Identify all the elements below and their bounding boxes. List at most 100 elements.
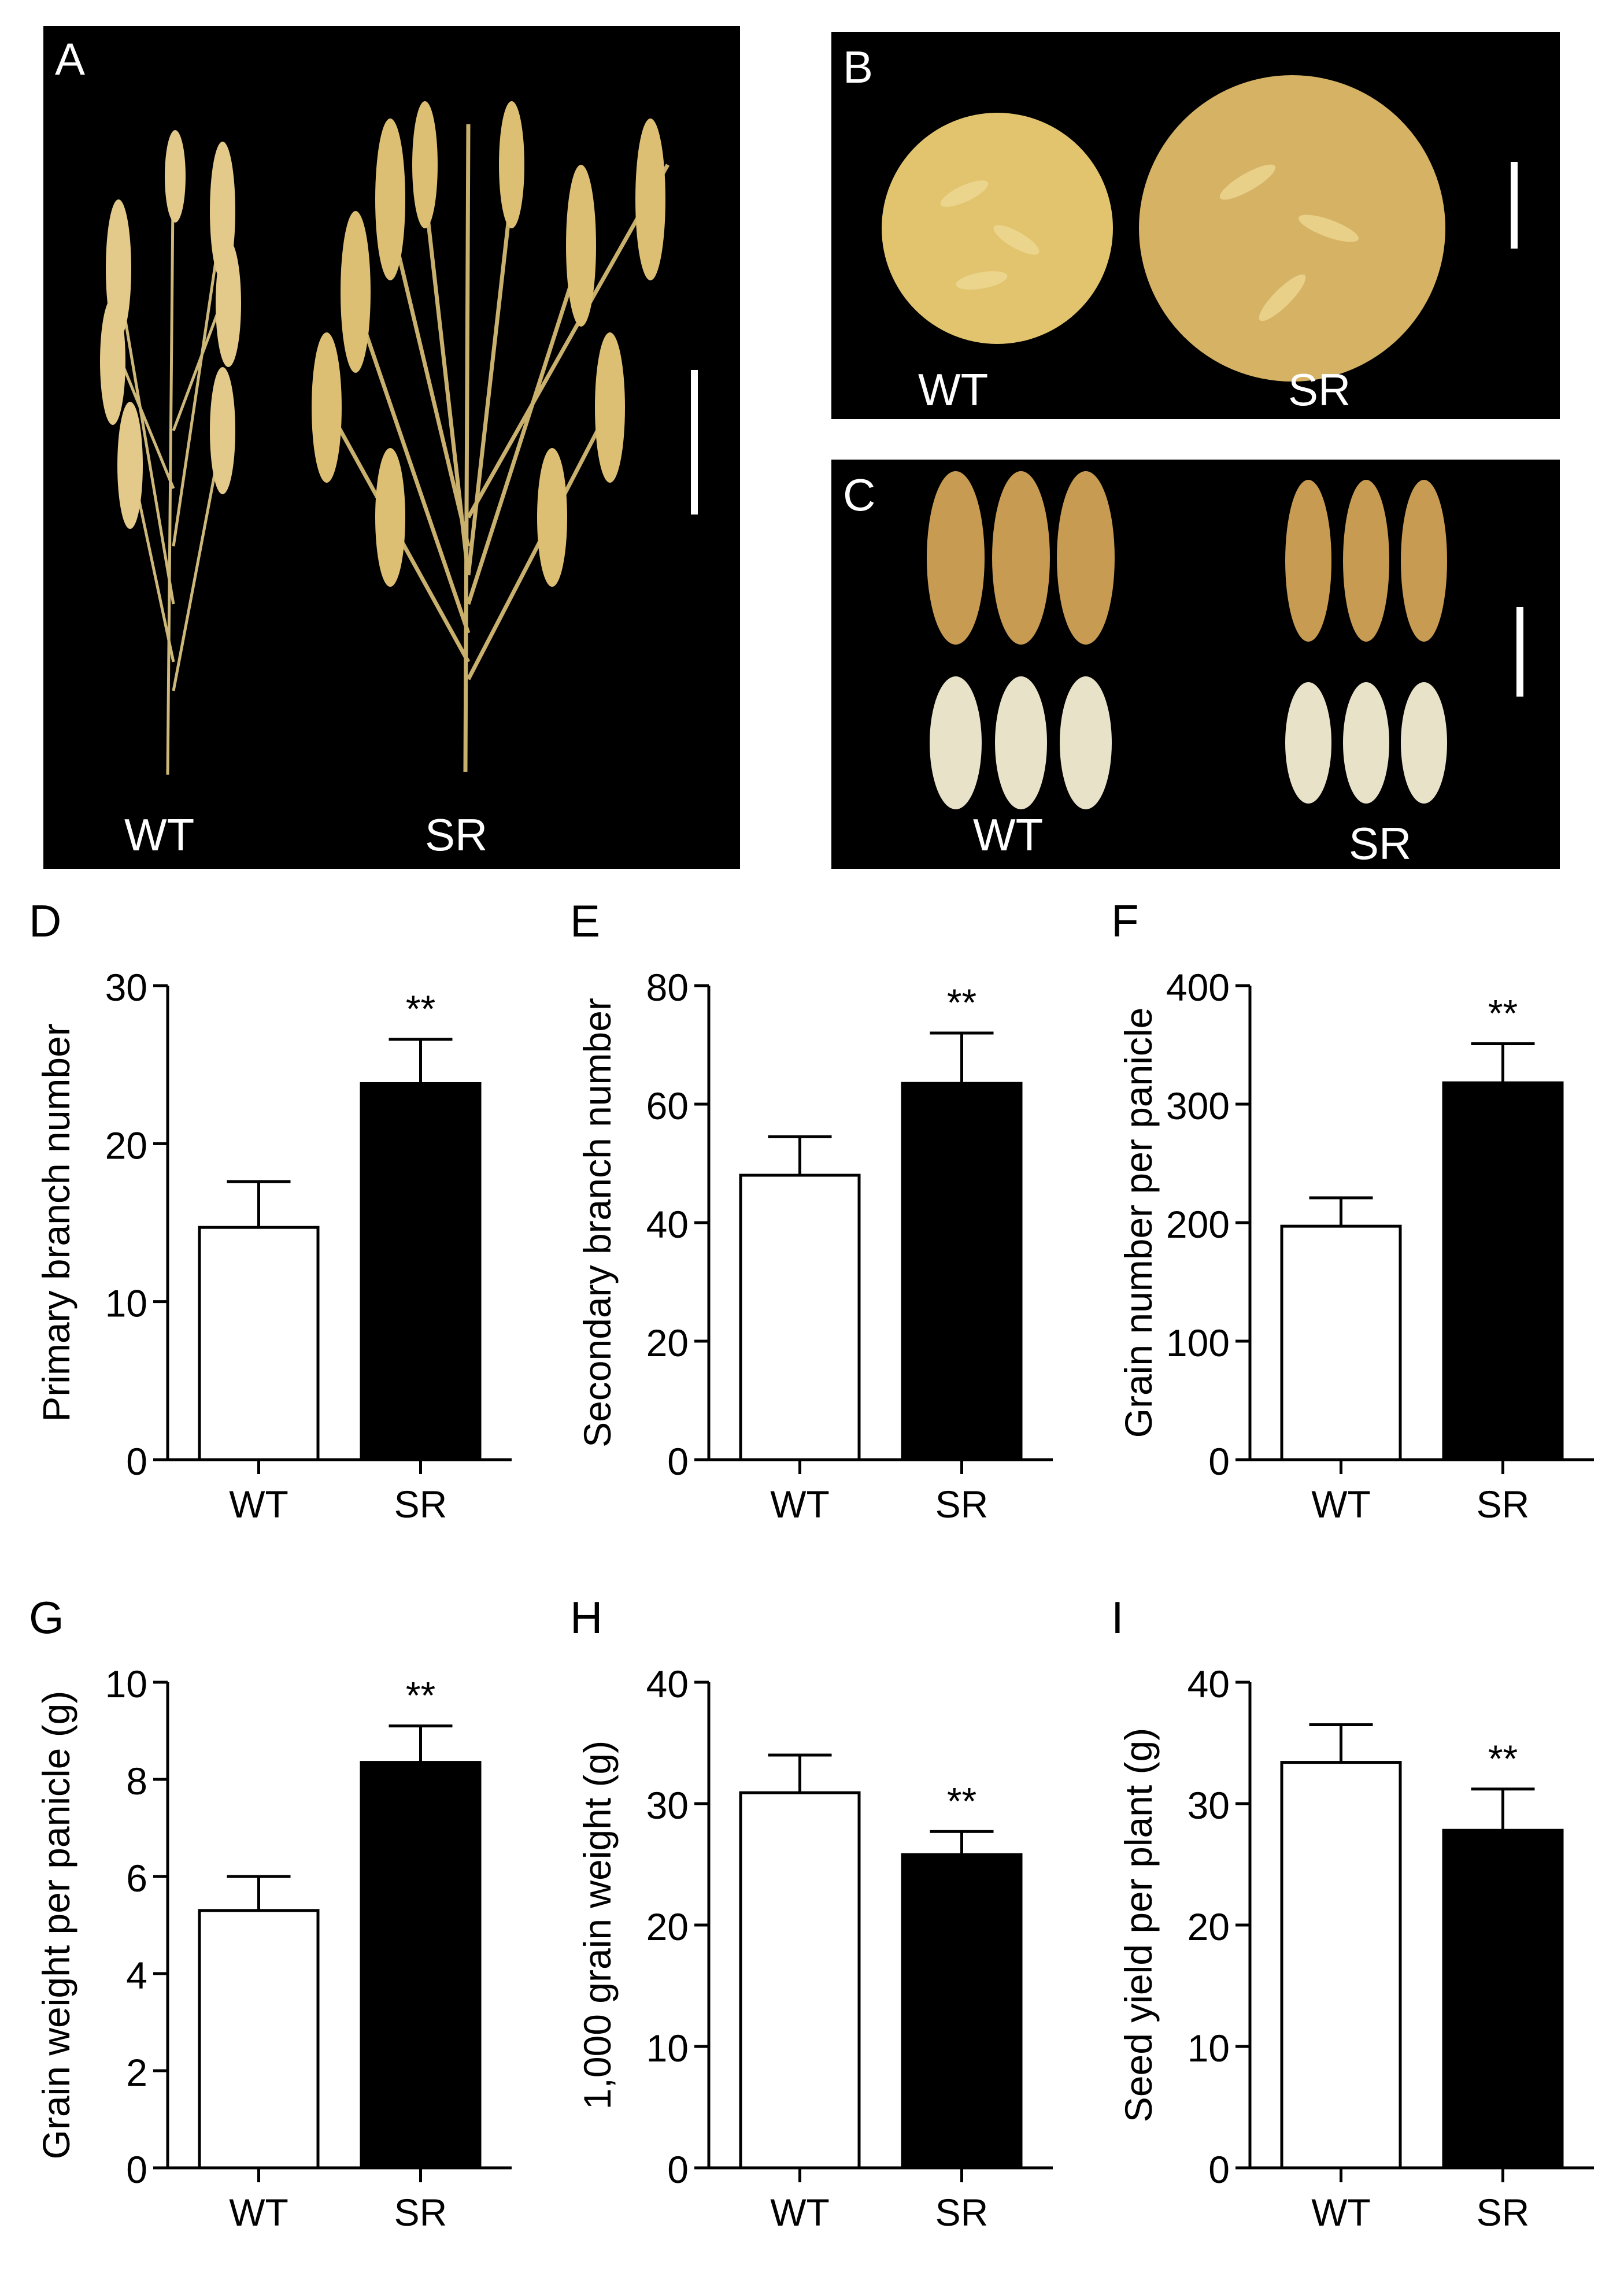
panel-label: F [1111,895,1139,946]
x-tick-label: WT [229,1483,288,1526]
x-tick-label: SR [935,2191,989,2234]
genotype-label-wt: WT [124,809,195,860]
panel-label: D [29,895,61,946]
significance-marker: ** [406,987,435,1030]
x-tick-label: WT [1311,1483,1371,1526]
y-axis-label: 1,000 grain weight (g) [576,1741,619,2109]
y-tick-label: 10 [1188,2027,1230,2070]
y-tick-label: 60 [646,1084,689,1127]
x-tick-label: SR [1477,2191,1530,2234]
chart-canvas: E 0 20 40 60 80 Secondary branch number WT SR ** [570,895,1053,1526]
panel-label: G [29,1592,64,1643]
significance-marker: ** [406,1674,435,1717]
scale-bar [691,370,698,514]
panicle-illustration [100,101,670,775]
bar-chart-e: E 0 20 40 60 80 Secondary branch number WT SR ** [541,890,1082,1549]
significance-marker: ** [947,981,976,1024]
x-tick-label: SR [1477,1483,1530,1526]
significance-marker: ** [1488,991,1518,1034]
y-tick-label: 40 [646,1203,689,1246]
y-tick-label: 40 [1188,1663,1230,1705]
bar-wt [198,1226,320,1461]
y-tick-label: 10 [105,1282,147,1325]
genotype-label-sr: SR [1349,818,1412,869]
y-tick-label: 0 [667,1440,689,1483]
bar-chart-i: I 0 10 20 30 40 Seed yield per plant (g) WT SR ** [1082,1587,1623,2257]
y-tick-label: 6 [126,1857,147,1900]
bar-sr [901,1082,1023,1461]
panel-label: C [843,469,876,520]
y-tick-label: 0 [126,2148,147,2191]
panel-label: I [1111,1592,1124,1643]
genotype-label-sr: SR [425,809,488,860]
x-tick-label: SR [394,2191,447,2234]
y-tick-label: 10 [646,2027,689,2070]
bar-wt [739,1174,861,1461]
bar-sr [901,1853,1023,2170]
panel-label: E [570,895,600,946]
seed-piles-illustration [882,75,1445,382]
bar-wt [739,1791,861,2170]
y-tick-label: 20 [646,1322,689,1364]
y-tick-label: 300 [1166,1084,1230,1127]
photo-panel-a: A WT SR [43,26,740,869]
genotype-label-wt: WT [918,364,989,415]
y-tick-label: 10 [105,1663,147,1705]
bar-wt [1280,1224,1402,1461]
x-tick-label: SR [935,1483,989,1526]
genotype-label-sr: SR [1288,364,1351,415]
y-axis-label: Primary branch number [35,1023,77,1422]
y-tick-label: 20 [105,1124,147,1167]
y-tick-label: 30 [105,966,147,1009]
genotype-label-wt: WT [973,809,1044,860]
y-axis-label: Grain weight per panicle (g) [35,1691,77,2160]
y-tick-label: 200 [1166,1203,1230,1246]
x-tick-label: WT [770,1483,830,1526]
y-tick-label: 100 [1166,1322,1230,1364]
y-tick-label: 30 [646,1784,689,1827]
y-tick-label: 40 [646,1663,689,1705]
y-axis-label: Grain number per panicle [1117,1008,1160,1438]
bar-chart-d: D 0 10 20 30 Primary branch number WT SR ** [0,890,541,1549]
photo-panel-c: C WT SR [831,460,1560,869]
x-tick-label: SR [394,1483,447,1526]
x-tick-label: WT [229,2191,288,2234]
panel-label: H [570,1592,602,1643]
y-tick-label: 0 [1208,1440,1230,1483]
y-axis-label: Seed yield per plant (g) [1117,1728,1160,2122]
scale-bar [1516,607,1523,697]
chart-canvas: G 0 2 4 6 8 10 Grain weight per panicle (g) WT SR… [29,1592,512,2234]
significance-marker: ** [947,1779,976,1822]
chart-canvas: I 0 10 20 30 40 Seed yield per plant (g) WT SR ** [1111,1592,1594,2234]
y-tick-label: 400 [1166,966,1230,1009]
y-tick-label: 0 [1208,2148,1230,2191]
y-tick-label: 2 [126,2051,147,2094]
y-axis-label: Secondary branch number [576,998,619,1448]
significance-marker: ** [1488,1737,1518,1780]
y-tick-label: 8 [126,1760,147,1802]
y-tick-label: 20 [646,1905,689,1948]
y-tick-label: 80 [646,966,689,1009]
scale-bar [1511,162,1518,249]
y-tick-label: 0 [126,1440,147,1483]
y-tick-label: 4 [126,1954,147,1997]
bar-wt [198,1909,320,2170]
y-tick-label: 30 [1188,1784,1230,1827]
bar-chart-g: G 0 2 4 6 8 10 Grain weight per panicle (g) WT SR… [0,1587,541,2257]
y-tick-label: 0 [667,2148,689,2191]
bar-sr [360,1082,482,1461]
bar-sr [1442,1828,1564,2170]
chart-canvas: D 0 10 20 30 Primary branch number WT SR ** [29,895,512,1526]
grain-illustration [927,471,1447,809]
x-tick-label: WT [1311,2191,1371,2234]
chart-canvas: H 0 10 20 30 40 1,000 grain weight (g) WT SR ** [570,1592,1053,2234]
bar-wt [1280,1761,1402,2170]
bar-sr [1442,1081,1564,1461]
x-tick-label: WT [770,2191,830,2234]
bar-chart-h: H 0 10 20 30 40 1,000 grain weight (g) WT SR ** [541,1587,1082,2257]
bar-sr [360,1761,482,2170]
bar-chart-f: F 0 100 200 300 400 Grain number per panicle WT… [1082,890,1623,1549]
panel-label: B [843,42,874,92]
panel-label: A [55,34,86,84]
